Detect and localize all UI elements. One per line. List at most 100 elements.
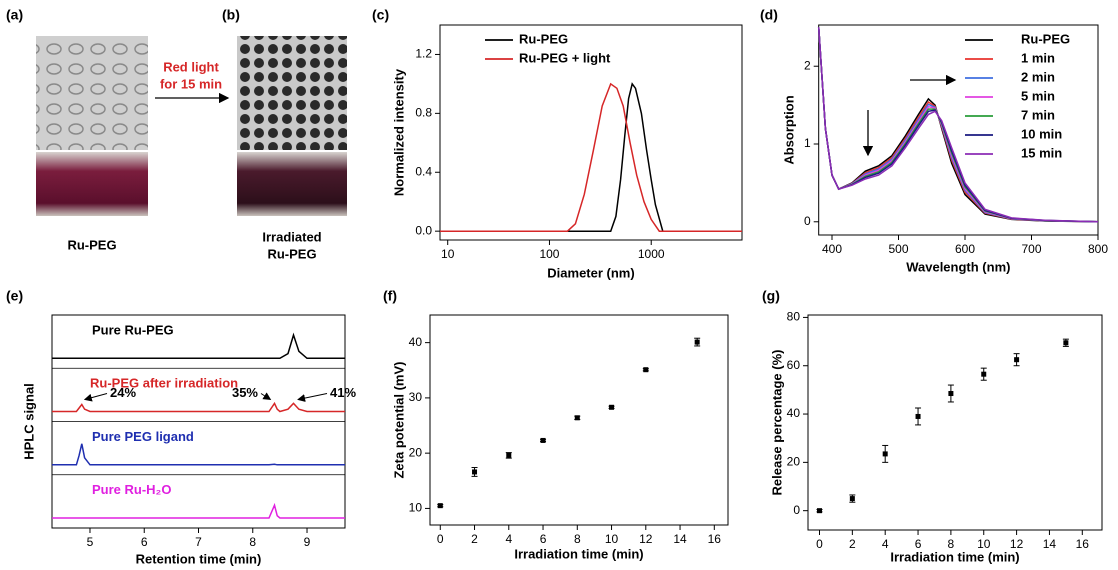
x-tick-label: 10 <box>605 532 619 546</box>
y-axis-label: Normalized intensity <box>391 68 406 196</box>
x-tick-label: 400 <box>822 242 842 256</box>
panel-label: (g) <box>762 288 780 304</box>
y-tick-label: 2 <box>804 58 811 72</box>
x-tick-label: 4 <box>882 537 889 551</box>
x-tick-label: 9 <box>304 535 311 549</box>
x-tick-label: 10 <box>977 537 991 551</box>
x-tick-label: 12 <box>1010 537 1024 551</box>
data-point <box>948 391 954 397</box>
trace-label: Ru-PEG after irradiation <box>90 376 238 391</box>
data-line <box>817 27 1099 223</box>
y-tick-label: 30 <box>409 390 423 404</box>
data-line <box>817 27 1099 223</box>
legend-label: 15 min <box>1021 145 1062 160</box>
data-line <box>817 27 1099 223</box>
tem-image <box>36 36 148 150</box>
data-line <box>52 401 345 413</box>
x-tick-label: 6 <box>540 532 547 546</box>
y-axis-label: Release percentage (%) <box>769 350 784 496</box>
x-tick-label: 500 <box>888 242 908 256</box>
data-line <box>817 27 1099 223</box>
data-point <box>1014 357 1020 363</box>
x-axis-label: Retention time (min) <box>136 551 262 566</box>
x-tick-label: 0 <box>816 537 823 551</box>
y-tick-label: 1 <box>804 136 811 150</box>
arrow-label: Red light <box>163 59 219 74</box>
y-tick-label: 0.0 <box>415 223 432 237</box>
y-axis-label: Zeta potential (mV) <box>391 361 406 478</box>
x-axis-label: Irradiation time (min) <box>890 549 1019 564</box>
x-tick-label: 800 <box>1088 242 1108 256</box>
data-point <box>915 413 921 419</box>
y-tick-label: 80 <box>787 310 801 324</box>
data-line <box>440 82 742 232</box>
annotation: 24% <box>110 385 136 400</box>
annotation-arrow <box>260 392 272 401</box>
legend-label: Ru-PEG <box>519 31 568 46</box>
y-axis-label: Absorption <box>781 95 796 164</box>
data-point <box>849 496 855 502</box>
panel-label: (b) <box>222 7 240 23</box>
x-tick-label: 12 <box>639 532 653 546</box>
plot-frame <box>807 314 1103 531</box>
x-tick-label: 14 <box>1043 537 1057 551</box>
data-point <box>643 367 649 373</box>
caption: Irradiated <box>262 229 321 244</box>
x-tick-label: 1000 <box>638 247 665 261</box>
annotation: 41% <box>330 385 356 400</box>
legend-label: 10 min <box>1021 126 1062 141</box>
legend-label: 5 min <box>1021 88 1055 103</box>
data-line <box>817 27 1099 223</box>
x-tick-label: 4 <box>505 532 512 546</box>
x-tick-label: 2 <box>849 537 856 551</box>
legend-label: 7 min <box>1021 107 1055 122</box>
data-point <box>609 404 615 410</box>
x-tick-label: 16 <box>1076 537 1090 551</box>
x-tick-label: 700 <box>1021 242 1041 256</box>
x-tick-label: 5 <box>87 535 94 549</box>
x-tick-label: 10 <box>441 247 455 261</box>
annotation-arrow <box>297 393 328 402</box>
data-point <box>437 503 443 509</box>
data-line <box>52 502 345 519</box>
y-tick-label: 20 <box>409 445 423 459</box>
data-point <box>574 415 580 421</box>
legend-label: 1 min <box>1021 50 1055 65</box>
x-tick-label: 2 <box>471 532 478 546</box>
x-tick-label: 8 <box>574 532 581 546</box>
data-point <box>1063 340 1069 346</box>
vial-photo <box>36 152 148 216</box>
x-tick-label: 6 <box>915 537 922 551</box>
tem-image <box>237 36 347 150</box>
data-line <box>817 27 1099 223</box>
y-tick-label: 0 <box>804 214 811 228</box>
annotation: 35% <box>232 385 258 400</box>
y-tick-label: 20 <box>787 455 801 469</box>
panel-label: (f) <box>383 288 397 304</box>
vial-photo <box>237 152 347 216</box>
legend-label: 2 min <box>1021 69 1055 84</box>
plot-frame <box>439 24 743 241</box>
data-point <box>694 339 700 345</box>
panel-label: (e) <box>6 288 23 304</box>
y-tick-label: 40 <box>787 406 801 420</box>
panel-label: (d) <box>760 7 778 23</box>
y-tick-label: 60 <box>787 358 801 372</box>
data-point <box>472 469 478 475</box>
x-axis-label: Irradiation time (min) <box>514 546 643 561</box>
x-axis-label: Wavelength (nm) <box>906 259 1010 274</box>
arrow-label: for 15 min <box>160 76 222 91</box>
y-tick-label: 10 <box>409 501 423 515</box>
y-axis-label: HPLC signal <box>21 383 36 460</box>
panel-label: (c) <box>372 7 389 23</box>
data-point <box>981 371 987 377</box>
data-line <box>440 82 742 232</box>
x-tick-label: 6 <box>141 535 148 549</box>
y-tick-label: 40 <box>409 335 423 349</box>
x-axis-label: Diameter (nm) <box>547 265 634 280</box>
legend-label: Ru-PEG + light <box>519 50 611 65</box>
caption: Ru-PEG <box>267 246 316 261</box>
plot-frame <box>429 314 729 526</box>
trace-label: Pure Ru-H₂O <box>92 482 171 497</box>
